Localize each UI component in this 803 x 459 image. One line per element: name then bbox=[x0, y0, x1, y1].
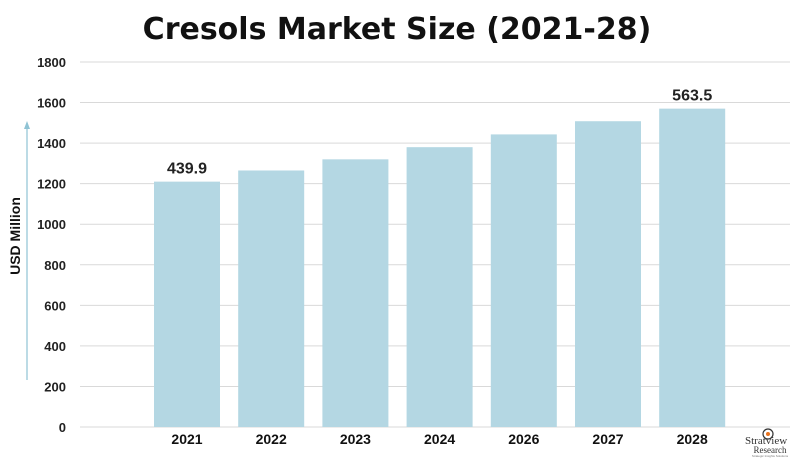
x-tick-label: 2027 bbox=[592, 431, 623, 447]
y-axis-label: USD Million bbox=[7, 197, 23, 275]
y-tick-label: 0 bbox=[59, 420, 66, 435]
bar bbox=[575, 121, 641, 427]
bar bbox=[238, 170, 305, 427]
x-tick-label: 2028 bbox=[677, 431, 708, 447]
chart-title: Cresols Market Size (2021-28) bbox=[143, 12, 652, 47]
y-tick-label: 1000 bbox=[37, 217, 66, 232]
logo-tagline: Strategic Insights Solutions bbox=[752, 454, 789, 458]
x-tick-label: 2021 bbox=[171, 431, 202, 447]
bar bbox=[406, 147, 473, 427]
y-axis-arrow bbox=[24, 121, 30, 380]
data-label: 563.5 bbox=[672, 88, 712, 105]
bar bbox=[490, 134, 557, 427]
y-tick-label: 1800 bbox=[37, 55, 66, 70]
logo-line1: Stratview bbox=[745, 435, 787, 447]
x-axis-ticks: 2021 2022 2023 2024 2026 2027 2028 bbox=[171, 431, 708, 447]
y-tick-label: 600 bbox=[44, 298, 66, 313]
bar bbox=[322, 159, 389, 428]
data-label: 439.9 bbox=[167, 161, 207, 178]
x-tick-label: 2024 bbox=[424, 431, 455, 447]
bar bbox=[154, 181, 220, 427]
logo-line2: Research bbox=[754, 445, 787, 455]
y-tick-label: 1400 bbox=[37, 136, 66, 151]
x-tick-label: 2023 bbox=[340, 431, 371, 447]
bar bbox=[659, 108, 726, 427]
y-tick-label: 400 bbox=[44, 339, 66, 354]
y-tick-label: 200 bbox=[44, 379, 66, 394]
logo-mark-icon bbox=[762, 428, 774, 440]
y-tick-label: 1600 bbox=[37, 96, 66, 111]
stratview-logo: Stratview Research Strategic Insights So… bbox=[745, 428, 789, 458]
x-tick-label: 2026 bbox=[508, 431, 539, 447]
x-tick-label: 2022 bbox=[256, 431, 287, 447]
data-labels: 439.9 563.5 bbox=[167, 88, 712, 178]
y-axis-ticks: 0 200 400 600 800 1000 1200 1400 1600 1800 bbox=[37, 55, 66, 435]
y-tick-label: 1200 bbox=[37, 177, 66, 192]
bars bbox=[154, 108, 726, 428]
y-tick-label: 800 bbox=[44, 258, 66, 273]
